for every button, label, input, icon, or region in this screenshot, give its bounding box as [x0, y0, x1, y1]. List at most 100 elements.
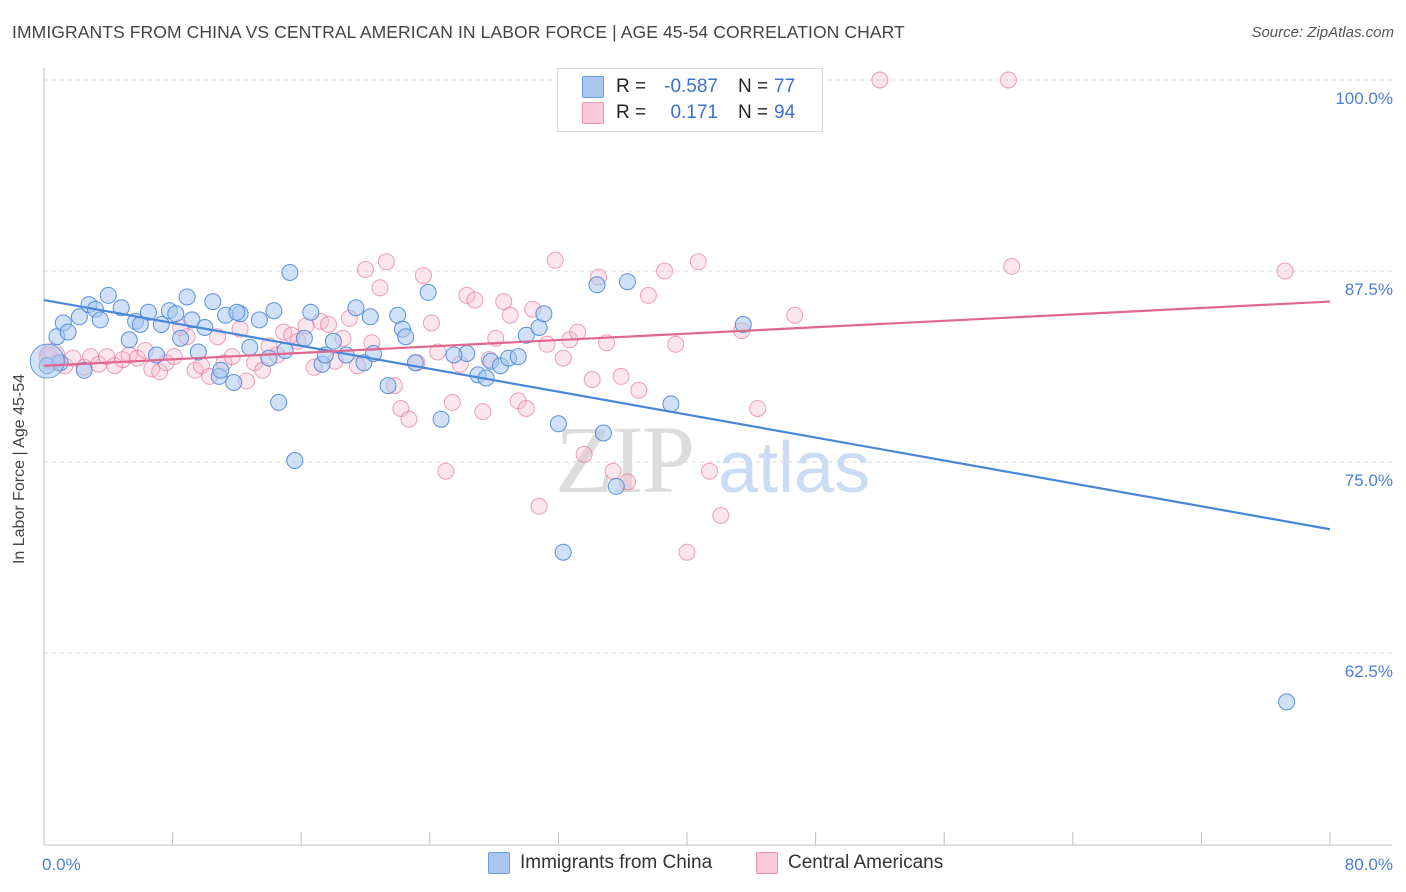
china-point-55 [535, 305, 553, 323]
y-tick-label-0: 62.5% [1345, 662, 1393, 681]
grid-lines [44, 79, 1392, 654]
china-cluster-point [29, 343, 65, 379]
china-trend-line [43, 298, 1331, 531]
central-american-point-67 [538, 335, 556, 353]
china-point-58 [588, 276, 606, 294]
china-point-76 [397, 328, 415, 346]
legend-row-central-americans: R = 0.171 N = 94 [582, 101, 795, 125]
central-american-point-44 [371, 279, 389, 297]
central-american-point-71 [569, 323, 587, 341]
china-point-28 [250, 311, 268, 329]
y-tick-label-2: 87.5% [1345, 280, 1393, 299]
china-point-33 [286, 452, 304, 469]
china-point-27 [241, 338, 259, 356]
china-point-60 [607, 477, 625, 495]
central-american-point-64 [517, 400, 535, 417]
watermark-zip: ZIP [555, 406, 693, 513]
china-point-34 [295, 329, 313, 347]
legend-label-china: Immigrants from China [520, 852, 713, 873]
x-tick-label-0: 0.0% [42, 855, 81, 874]
watermark: ZIP atlas [555, 406, 870, 513]
china-point-59 [594, 424, 612, 442]
central-american-point-73 [583, 371, 601, 388]
china-point-16 [167, 305, 185, 323]
central-american-point-88 [749, 400, 767, 417]
china-point-68 [228, 303, 246, 321]
central-american-point-91 [1000, 71, 1017, 89]
central-american-point-81 [656, 262, 673, 280]
legend-n-label: N = [738, 76, 769, 97]
china-point-18 [178, 288, 196, 306]
china-point-75 [212, 361, 230, 379]
legend-label-central-americans: Central Americans [788, 852, 944, 873]
central-american-point-77 [612, 367, 630, 385]
central-american-point-82 [667, 335, 685, 353]
china-point-37 [324, 332, 342, 350]
central-american-point-16 [165, 348, 183, 366]
legend-swatch-china [582, 76, 604, 98]
central-american-point-45 [377, 253, 395, 271]
china-point-22 [204, 293, 222, 311]
legend-row-china: R = -0.587 N = 77 [582, 75, 795, 99]
legend-r-label: R = [616, 102, 647, 123]
central-american-point-80 [639, 286, 657, 304]
legend-swatch-central-americans [582, 102, 604, 124]
series-immigrants-from-china [29, 264, 1296, 711]
china-point-35 [302, 303, 320, 321]
central-american-point-69 [554, 349, 572, 367]
china-point-57 [554, 543, 572, 561]
central-american-point-93 [1276, 262, 1294, 280]
china-point-7 [91, 311, 109, 329]
central-american-point-62 [501, 306, 519, 324]
central-american-point-57 [466, 291, 484, 309]
china-point-46 [419, 283, 437, 301]
central-american-point-48 [400, 410, 418, 428]
legend-r-value: 0.171 [670, 102, 718, 123]
legend-r-label: R = [616, 76, 647, 97]
central-american-point-68 [546, 251, 564, 269]
central-american-point-52 [429, 343, 447, 361]
china-point-32 [281, 264, 299, 281]
central-american-point-56 [458, 286, 476, 304]
central-american-point-90 [871, 71, 889, 89]
central-american-point-76 [604, 462, 622, 480]
x-tick-label-1: 80.0% [1345, 855, 1393, 874]
china-point-41 [361, 308, 379, 326]
china-point-64 [1278, 693, 1296, 711]
china-point-39 [347, 299, 365, 317]
trend-lines [43, 298, 1331, 531]
china-point-12 [140, 303, 157, 321]
legend-n-label: N = [738, 102, 769, 123]
y-tick-labels: 62.5% 75.0% 87.5% 100.0% [1335, 89, 1393, 681]
x-tick-labels: 0.0% 80.0% [42, 855, 1393, 874]
legend-item-central-americans[interactable]: Central Americans [756, 852, 943, 874]
legend-item-china[interactable]: Immigrants from China [488, 852, 712, 874]
legend-r-value: -0.587 [664, 76, 718, 97]
china-point-72 [509, 348, 527, 366]
china-point-71 [445, 346, 463, 364]
china-point-4 [70, 308, 88, 326]
china-point-62 [662, 395, 680, 413]
watermark-atlas: atlas [718, 428, 870, 508]
china-point-30 [265, 302, 283, 320]
y-tick-label-3: 100.0% [1335, 89, 1393, 108]
source-attribution: Source: ZipAtlas.com [1251, 24, 1394, 41]
central-american-point-50 [414, 267, 432, 285]
central-american-point-61 [495, 293, 513, 311]
legend-n-value: 77 [774, 76, 796, 97]
central-american-point-66 [530, 497, 548, 515]
legend-swatch-china [488, 852, 510, 874]
china-point-61 [619, 273, 636, 291]
correlation-legend: R = -0.587 N = 77 R = 0.171 N = 94 [557, 68, 823, 132]
china-point-25 [225, 374, 243, 391]
central-american-point-42 [357, 261, 374, 278]
central-american-point-53 [437, 462, 455, 480]
series-legend: Immigrants from China Central Americans [0, 852, 1406, 878]
china-point-47 [432, 410, 450, 428]
china-point-63 [734, 316, 752, 333]
central-american-point-51 [422, 314, 440, 332]
china-point-8 [99, 286, 117, 304]
central-american-point-89 [786, 306, 804, 324]
central-american-point-86 [712, 507, 730, 524]
